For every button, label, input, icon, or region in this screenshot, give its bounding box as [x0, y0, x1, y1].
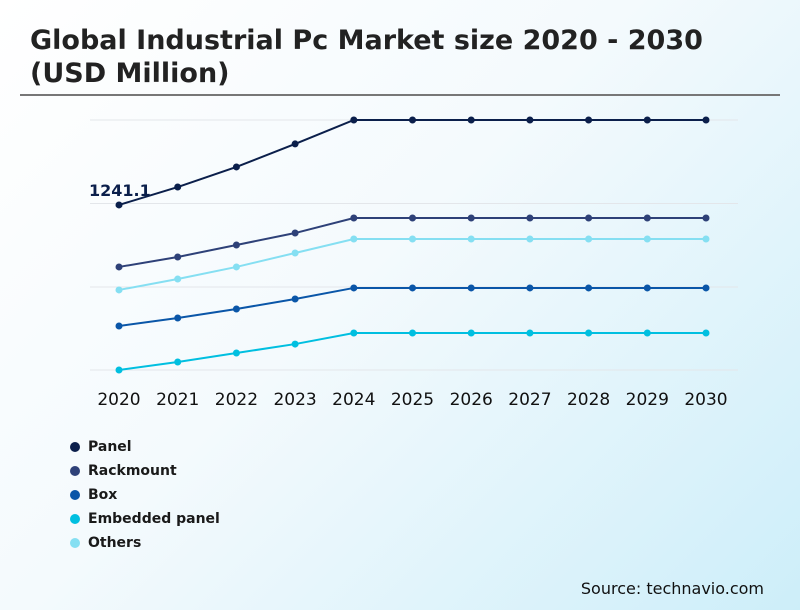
- legend-dot-icon: [70, 514, 80, 524]
- title-divider: [20, 94, 780, 96]
- legend-item: Box: [70, 483, 220, 507]
- data-point: [643, 235, 651, 243]
- data-point: [643, 284, 651, 292]
- legend-item: Others: [70, 531, 220, 555]
- x-tick-label: 2023: [273, 390, 316, 410]
- data-point: [350, 116, 358, 124]
- data-point: [409, 284, 416, 292]
- data-point: [232, 241, 240, 249]
- x-tick-label: 2028: [567, 390, 610, 410]
- x-tick-label: 2022: [215, 390, 258, 410]
- data-point: [467, 235, 475, 243]
- x-tick-label: 2025: [391, 390, 434, 410]
- source-label: Source: technavio.com: [580, 579, 764, 598]
- data-point: [115, 263, 123, 271]
- data-point: [526, 116, 534, 124]
- data-point: [585, 214, 593, 222]
- legend-item: Panel: [70, 435, 220, 459]
- data-point: [291, 140, 299, 148]
- x-tick-label: 2024: [332, 390, 375, 410]
- legend-label: Embedded panel: [88, 511, 220, 527]
- data-point: [526, 284, 534, 292]
- data-point: [409, 214, 416, 222]
- x-tick-label: 2020: [97, 390, 140, 410]
- data-point: [643, 116, 651, 124]
- data-label: 1241.1: [89, 181, 151, 200]
- chart-title: Global Industrial Pc Market size 2020 - …: [30, 25, 703, 89]
- data-point: [115, 201, 123, 209]
- data-point: [467, 214, 475, 222]
- data-point: [115, 286, 123, 294]
- series-line: [118, 332, 706, 371]
- data-point: [467, 329, 475, 337]
- legend-item: Embedded panel: [70, 507, 220, 531]
- x-tick-label: 2029: [626, 390, 669, 410]
- data-point: [409, 235, 416, 243]
- data-point: [350, 235, 358, 243]
- data-point: [350, 329, 358, 337]
- data-point: [585, 284, 593, 292]
- legend-dot-icon: [70, 442, 80, 452]
- data-point: [467, 116, 475, 124]
- legend-label: Rackmount: [88, 463, 177, 479]
- data-point: [350, 284, 358, 292]
- data-point: [174, 314, 182, 322]
- data-point: [232, 349, 240, 357]
- legend-label: Others: [88, 535, 142, 551]
- legend-label: Box: [88, 487, 118, 503]
- data-point: [115, 366, 123, 374]
- data-point: [174, 275, 182, 283]
- data-point: [409, 116, 416, 124]
- data-point: [291, 249, 299, 257]
- x-tick-label: 2021: [156, 390, 199, 410]
- legend-dot-icon: [70, 490, 80, 500]
- legend: Panel Rackmount Box Embedded panel Others: [70, 435, 220, 555]
- data-point: [526, 235, 534, 243]
- data-point: [643, 214, 651, 222]
- data-point: [232, 305, 240, 313]
- legend-label: Panel: [88, 439, 132, 455]
- x-tick-label: 2030: [684, 390, 727, 410]
- legend-dot-icon: [70, 466, 80, 476]
- data-point: [526, 329, 534, 337]
- data-point: [409, 329, 416, 337]
- data-point: [232, 163, 240, 171]
- data-point: [702, 116, 710, 124]
- data-point: [291, 295, 299, 303]
- data-point: [643, 329, 651, 337]
- data-point: [232, 263, 240, 271]
- series-line: [118, 119, 706, 206]
- data-point: [585, 116, 593, 124]
- data-point: [702, 214, 710, 222]
- data-point: [467, 284, 475, 292]
- x-tick-label: 2027: [508, 390, 551, 410]
- legend-dot-icon: [70, 538, 80, 548]
- data-point: [174, 358, 182, 366]
- data-point: [350, 214, 358, 222]
- x-tick-label: 2026: [450, 390, 493, 410]
- data-point: [526, 214, 534, 222]
- series-line: [118, 238, 706, 291]
- data-point: [702, 235, 710, 243]
- data-point: [174, 253, 182, 261]
- data-point: [174, 183, 182, 191]
- legend-item: Rackmount: [70, 459, 220, 483]
- data-point: [702, 284, 710, 292]
- data-point: [115, 322, 123, 330]
- data-point: [585, 329, 593, 337]
- data-point: [291, 229, 299, 237]
- data-point: [585, 235, 593, 243]
- data-point: [702, 329, 710, 337]
- data-point: [291, 340, 299, 348]
- series-line: [118, 286, 706, 327]
